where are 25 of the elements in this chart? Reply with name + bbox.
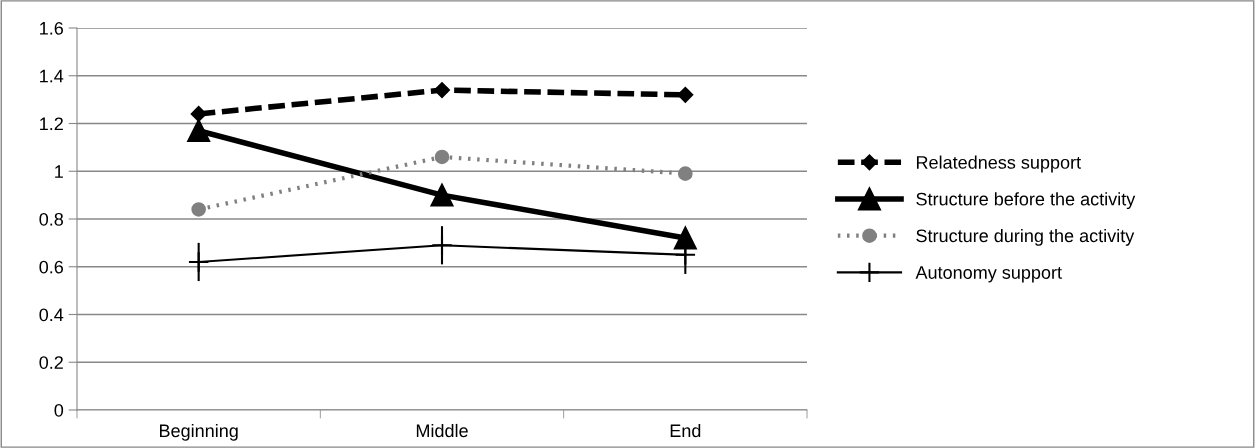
point <box>434 149 450 165</box>
point <box>191 202 206 217</box>
y-tick-label: 0.2 <box>39 356 63 369</box>
y-tick-label: 1 <box>55 165 63 178</box>
legend-label: Relatedness support <box>916 155 1081 173</box>
y-tick-label: 1.2 <box>40 117 63 131</box>
y-tick-label: 0.8 <box>39 212 64 226</box>
legend-label: Structure during the activity <box>916 228 1135 246</box>
point <box>673 226 697 250</box>
point <box>677 86 694 103</box>
legend-label: Structure before the activity <box>916 192 1136 210</box>
x-tick-label: End <box>670 423 701 438</box>
point <box>187 119 211 143</box>
y-tick-label: 0.4 <box>39 308 64 322</box>
x-tick-label: Beginning <box>159 423 238 441</box>
y-tick-label: 0 <box>54 403 64 417</box>
legend-label: Autonomy support <box>915 266 1062 283</box>
y-tick-label: 0.6 <box>39 260 64 274</box>
point <box>430 183 454 207</box>
y-tick-label: 1.6 <box>40 21 64 35</box>
y-tick-label: 1.4 <box>40 69 64 83</box>
point <box>190 106 207 122</box>
x-tick-label: Middle <box>416 423 468 438</box>
point <box>678 166 693 181</box>
point <box>434 82 450 98</box>
